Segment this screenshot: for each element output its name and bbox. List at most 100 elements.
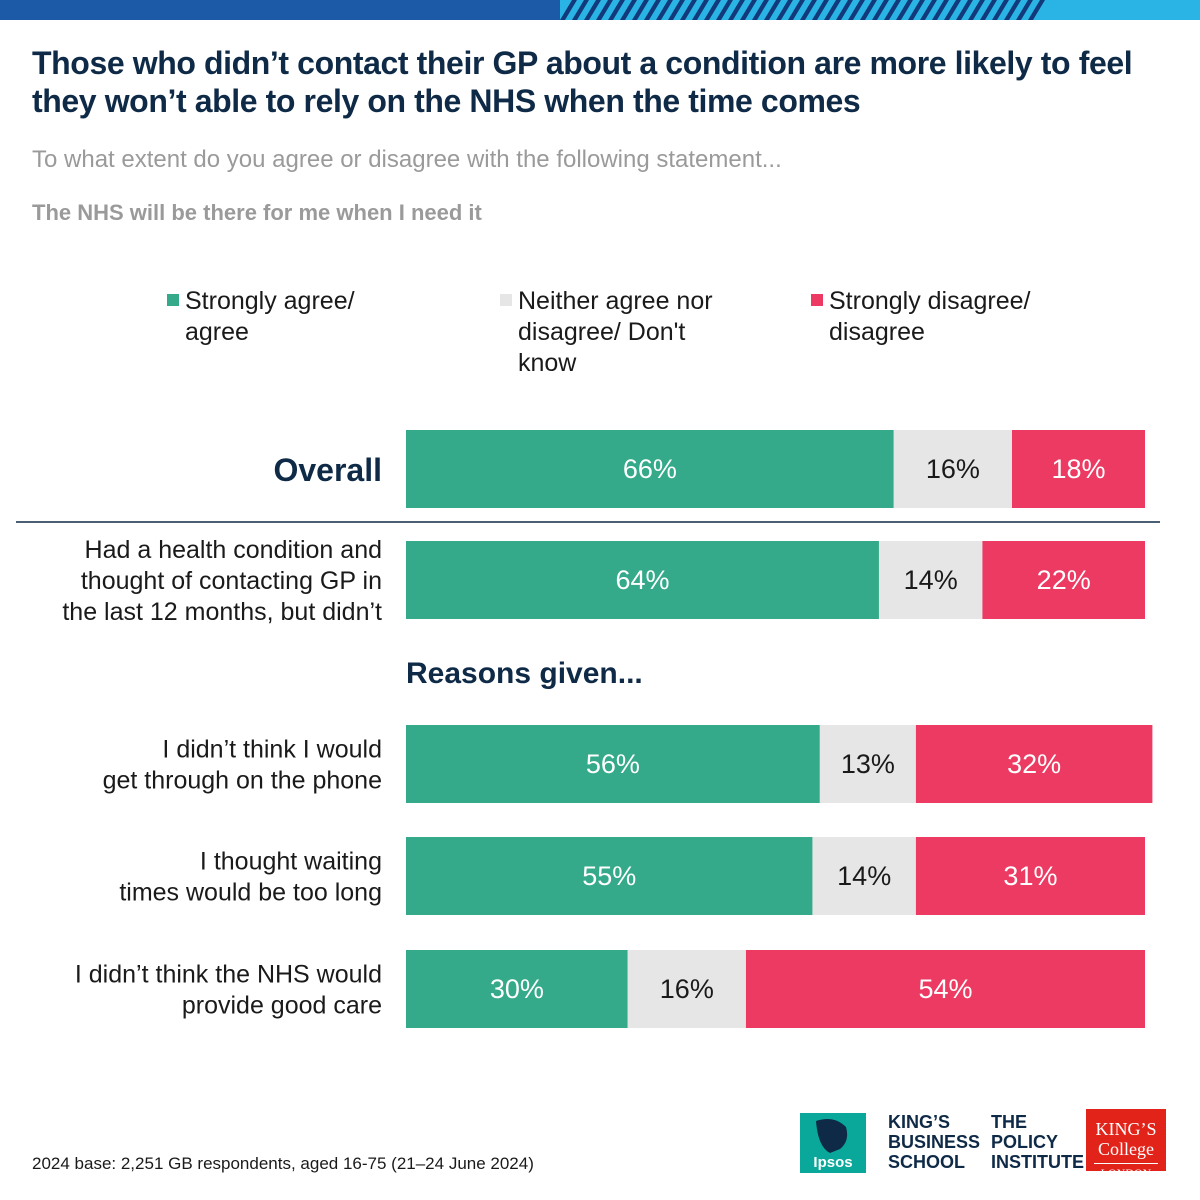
category-label-line: I didn’t think I would (162, 736, 382, 764)
band-stripe (740, 0, 757, 20)
data-label-agree-row-0: 66% (623, 454, 677, 484)
bar-agree-row-0 (406, 430, 894, 508)
bar-neither-row-3 (812, 837, 916, 915)
band-stripe (872, 0, 889, 20)
bar-neither-row-4 (627, 950, 746, 1028)
bar-disagree-row-4 (745, 950, 1145, 1028)
data-label-neither-row-1: 14% (904, 565, 958, 595)
category-label-line: Overall (273, 452, 382, 488)
data-label-disagree-row-0: 18% (1051, 454, 1105, 484)
band-stripe (896, 0, 913, 20)
band-stripe (656, 0, 673, 20)
chart-title: Those who didn’t contact their GP about … (32, 45, 1133, 119)
category-label-line: the last 12 months, but didn’t (62, 598, 382, 626)
category-label-row-4: I didn’t think the NHS would provide good… (75, 961, 382, 1020)
category-label-line: I didn’t think the NHS would (75, 961, 382, 989)
ipsos-logo: Ipsos (800, 1113, 866, 1173)
legend-item-agree: Strongly agree/ agree (167, 286, 407, 348)
band-stripes (0, 0, 1045, 20)
band-stripe (824, 0, 841, 20)
category-label-line: provide good care (182, 992, 382, 1020)
band-stripe (980, 0, 997, 20)
category-label-line: get through on the phone (103, 767, 382, 795)
data-label-disagree-row-3: 31% (1003, 861, 1057, 891)
band-stripe (812, 0, 829, 20)
band-stripe (572, 0, 589, 20)
band-stripe (632, 0, 649, 20)
legend-swatch-disagree (811, 294, 823, 306)
legend-label-neither: Neither agree nor disagree/ Don't know (518, 287, 713, 377)
band-stripe (836, 0, 853, 20)
policy-institute-logo: THE POLICY INSTITUTE (991, 1112, 1084, 1172)
band-stripe (920, 0, 937, 20)
data-label-neither-row-4: 16% (660, 974, 714, 1004)
legend-item-disagree: Strongly disagree/ disagree (811, 286, 1071, 348)
chart-subtitle: To what extent do you agree or disagree … (32, 146, 782, 173)
band-stripe (776, 0, 793, 20)
band-stripe (644, 0, 661, 20)
category-label-line: Had a health condition and (85, 536, 382, 564)
band-stripe (680, 0, 697, 20)
data-label-neither-row-3: 14% (837, 861, 891, 891)
category-label-line: thought of contacting GP in (81, 567, 382, 595)
band-stripe (932, 0, 949, 20)
data-label-agree-row-1: 64% (615, 565, 669, 595)
data-label-agree-row-2: 56% (586, 749, 640, 779)
legend-swatch-neither (500, 294, 512, 306)
category-label-row-3: I thought waiting times would be too long (119, 848, 382, 907)
bar-agree-row-4 (406, 950, 628, 1028)
category-label-row-1: Had a health condition and thought of con… (62, 536, 382, 626)
category-label-line: I thought waiting (200, 848, 382, 876)
band-stripe (596, 0, 613, 20)
category-label-row-0: Overall (273, 452, 382, 488)
band-stripe (764, 0, 781, 20)
bar-disagree-row-0 (1011, 430, 1145, 508)
band-stripe (608, 0, 625, 20)
band-stripe (884, 0, 901, 20)
band-stripe (848, 0, 865, 20)
band-stripe (716, 0, 733, 20)
band-stripe (692, 0, 709, 20)
legend-item-neither: Neither agree nor disagree/ Don't know (500, 286, 740, 379)
bar-neither-row-2 (819, 725, 916, 803)
bar-neither-row-0 (893, 430, 1012, 508)
band-stripe (584, 0, 601, 20)
band-stripe (560, 0, 577, 20)
band-stripe (620, 0, 637, 20)
band-stripe (800, 0, 817, 20)
base-footnote: 2024 base: 2,251 GB respondents, aged 16… (32, 1154, 534, 1173)
bar-disagree-row-3 (915, 837, 1145, 915)
band-stripe (1028, 0, 1045, 20)
legend-label-agree: Strongly agree/ agree (185, 287, 355, 346)
legend-swatch-agree (167, 294, 179, 306)
legend-label-disagree: Strongly disagree/ disagree (829, 287, 1031, 346)
group-heading-reasons: Reasons given... (406, 657, 643, 690)
data-label-disagree-row-1: 22% (1037, 565, 1091, 595)
kings-business-school-logo: KING’S BUSINESS SCHOOL (888, 1112, 981, 1172)
band-dark-segment (0, 0, 560, 20)
band-stripe (992, 0, 1009, 20)
category-labels-group: Overall Had a health condition and thought… (62, 452, 382, 1020)
survey-statement: The NHS will be there for me when I need… (32, 200, 482, 225)
data-label-neither-row-2: 13% (841, 749, 895, 779)
data-label-disagree-row-2: 32% (1007, 749, 1061, 779)
data-label-neither-row-0: 16% (926, 454, 980, 484)
band-stripe (668, 0, 685, 20)
band-stripe (1016, 0, 1033, 20)
bar-agree-row-3 (406, 837, 813, 915)
band-stripe (944, 0, 961, 20)
bar-neither-row-1 (878, 541, 983, 619)
band-stripe (860, 0, 877, 20)
ipsos-logo-text: Ipsos (813, 1154, 852, 1171)
bar-agree-row-2 (406, 725, 820, 803)
band-stripe (728, 0, 745, 20)
band-stripe (752, 0, 769, 20)
bar-disagree-row-1 (982, 541, 1145, 619)
data-label-disagree-row-4: 54% (918, 974, 972, 1004)
top-decorative-band (0, 0, 1200, 20)
band-stripe (968, 0, 985, 20)
band-stripe (956, 0, 973, 20)
data-label-agree-row-4: 30% (490, 974, 544, 1004)
bars-group: 66% 16% 18% 64% 14% 22% 56% 13% 32% 55% 14% 31% 30% 1… (406, 430, 1153, 1028)
